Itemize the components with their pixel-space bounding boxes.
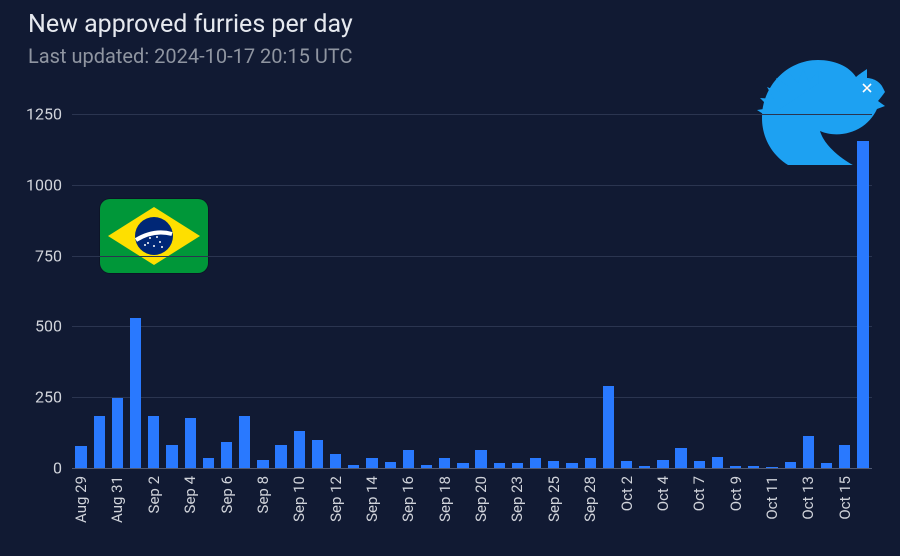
bar bbox=[821, 463, 832, 468]
bar bbox=[766, 467, 777, 468]
bar bbox=[203, 458, 214, 468]
xtick-label: Sep 4 bbox=[181, 476, 199, 513]
xtick-label: Sep 12 bbox=[327, 476, 345, 522]
gridline bbox=[72, 468, 872, 469]
gridline bbox=[72, 185, 872, 186]
bar bbox=[512, 463, 523, 468]
bar bbox=[348, 465, 359, 468]
gridline bbox=[72, 397, 872, 398]
ytick-label: 750 bbox=[0, 246, 62, 265]
bar bbox=[621, 461, 632, 468]
gridline bbox=[72, 114, 872, 115]
xtick-label: Sep 18 bbox=[436, 476, 454, 522]
bar bbox=[530, 458, 541, 468]
gridline bbox=[72, 326, 872, 327]
bar bbox=[857, 141, 868, 468]
xtick-label: Sep 2 bbox=[145, 476, 163, 513]
bar bbox=[221, 442, 232, 468]
bar bbox=[275, 445, 286, 468]
bar bbox=[112, 398, 123, 468]
chart-title: New approved furries per day bbox=[28, 10, 353, 39]
bar bbox=[457, 463, 468, 468]
xtick-label: Sep 20 bbox=[472, 476, 490, 522]
xtick-label: Aug 31 bbox=[108, 476, 126, 523]
brazil-flag bbox=[100, 199, 208, 273]
bar bbox=[730, 466, 741, 468]
bar bbox=[385, 462, 396, 468]
xtick-label: Sep 6 bbox=[218, 476, 236, 513]
ytick-label: 500 bbox=[0, 317, 62, 336]
bar bbox=[475, 450, 486, 468]
xtick-label: Oct 2 bbox=[618, 476, 636, 511]
xtick-label: Oct 4 bbox=[654, 476, 672, 511]
bar bbox=[785, 462, 796, 468]
ytick-label: 250 bbox=[0, 388, 62, 407]
xtick-label: Oct 15 bbox=[836, 476, 854, 520]
bar bbox=[130, 318, 141, 468]
chart-root: New approved furries per day Last update… bbox=[0, 0, 900, 556]
bar bbox=[257, 460, 268, 468]
bar bbox=[366, 458, 377, 468]
xtick-label: Oct 7 bbox=[690, 476, 708, 511]
xtick-label: Sep 23 bbox=[508, 476, 526, 522]
bar bbox=[566, 463, 577, 468]
xtick-label: Oct 11 bbox=[763, 476, 781, 520]
bar bbox=[439, 458, 450, 468]
bar bbox=[185, 418, 196, 468]
ytick-label: 0 bbox=[0, 459, 62, 478]
bar bbox=[421, 465, 432, 468]
xtick-label: Sep 10 bbox=[290, 476, 308, 522]
xtick-label: Sep 16 bbox=[399, 476, 417, 522]
xtick-label: Oct 13 bbox=[799, 476, 817, 520]
bar bbox=[657, 460, 668, 468]
bar bbox=[603, 386, 614, 468]
bar bbox=[494, 463, 505, 468]
bar bbox=[94, 416, 105, 468]
bar bbox=[75, 446, 86, 468]
bar bbox=[712, 457, 723, 468]
chart-subtitle: Last updated: 2024-10-17 20:15 UTC bbox=[28, 44, 352, 68]
ytick-label: 1000 bbox=[0, 175, 62, 194]
bar bbox=[294, 431, 305, 468]
bar bbox=[330, 454, 341, 468]
bar bbox=[639, 466, 650, 468]
xtick-label: Oct 9 bbox=[727, 476, 745, 511]
xtick-label: Sep 14 bbox=[363, 476, 381, 522]
bar bbox=[148, 416, 159, 468]
bar bbox=[239, 416, 250, 468]
bar bbox=[585, 458, 596, 468]
xtick-label: Sep 28 bbox=[581, 476, 599, 522]
xtick-label: Sep 8 bbox=[254, 476, 272, 513]
ytick-label: 1250 bbox=[0, 105, 62, 124]
bar bbox=[675, 448, 686, 468]
bar bbox=[694, 461, 705, 468]
bar bbox=[312, 440, 323, 468]
bar bbox=[839, 445, 850, 468]
plot-area bbox=[72, 114, 872, 468]
bar bbox=[166, 445, 177, 468]
bar bbox=[403, 450, 414, 468]
bar bbox=[803, 436, 814, 468]
xtick-label: Aug 29 bbox=[72, 476, 90, 523]
bar bbox=[548, 461, 559, 468]
xtick-label: Sep 25 bbox=[545, 476, 563, 522]
bar bbox=[748, 466, 759, 468]
gridline bbox=[72, 256, 872, 257]
